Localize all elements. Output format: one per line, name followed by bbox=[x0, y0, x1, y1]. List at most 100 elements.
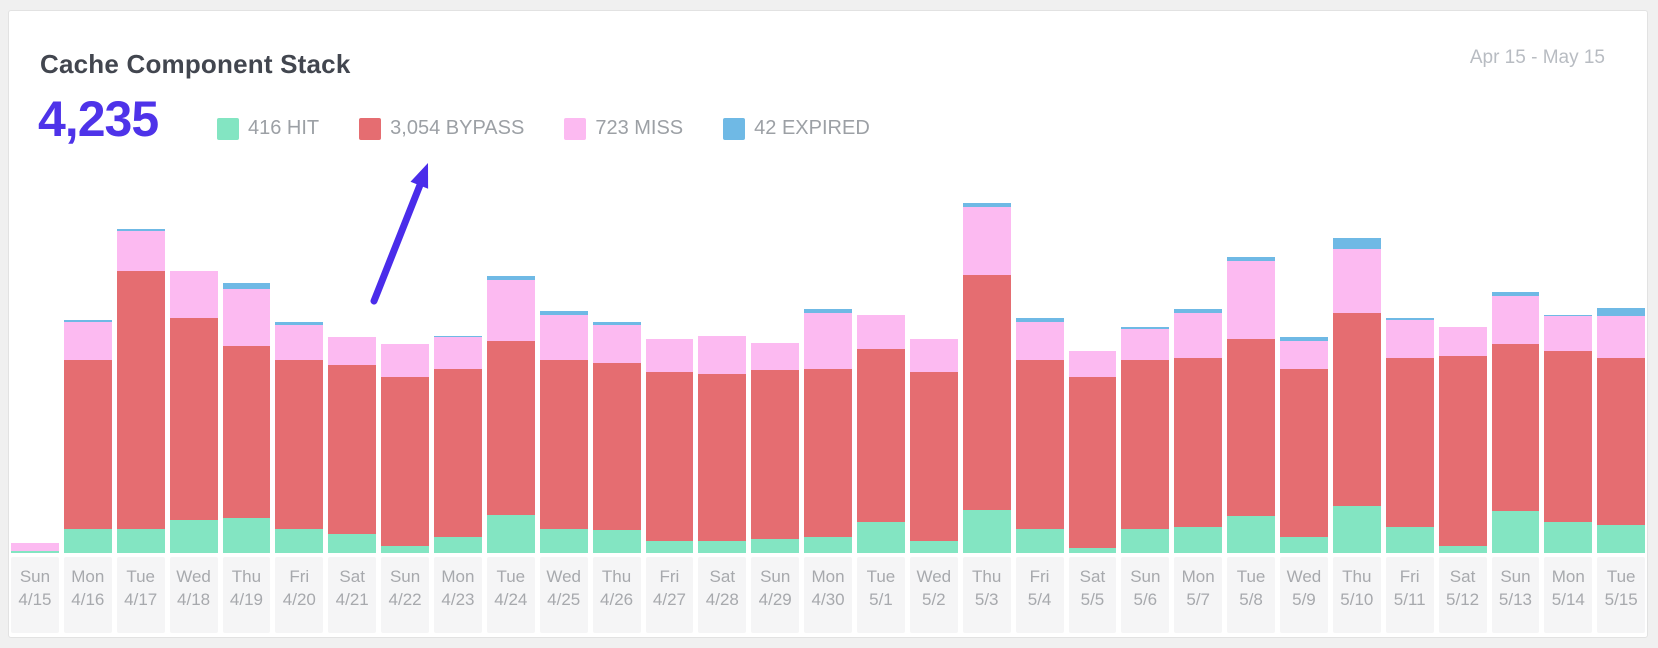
bar-segment-hit-5/11[interactable] bbox=[1385, 526, 1434, 553]
bar-segment-bypass-5/6[interactable] bbox=[1121, 359, 1170, 529]
bar-segment-bypass-5/12[interactable] bbox=[1438, 356, 1487, 547]
bar-segment-hit-5/2[interactable] bbox=[909, 540, 958, 553]
bar-segment-bypass-5/5[interactable] bbox=[1068, 377, 1117, 548]
bar-segment-hit-4/18[interactable] bbox=[169, 519, 218, 553]
bar-segment-hit-5/4[interactable] bbox=[1015, 528, 1064, 553]
bar-segment-expired-4/17[interactable] bbox=[116, 229, 165, 232]
bar-segment-expired-5/3[interactable] bbox=[962, 203, 1011, 207]
legend-item-bypass[interactable]: 3,054 BYPASS bbox=[359, 117, 524, 140]
bar-segment-hit-4/22[interactable] bbox=[381, 546, 429, 553]
bar-segment-bypass-4/20[interactable] bbox=[275, 359, 324, 529]
bar-segment-miss-5/4[interactable] bbox=[1015, 321, 1064, 360]
bar-segment-bypass-5/15[interactable] bbox=[1597, 358, 1646, 526]
bar-5/6[interactable] bbox=[1121, 326, 1170, 553]
bar-segment-miss-5/14[interactable] bbox=[1544, 316, 1593, 352]
bar-segment-expired-5/10[interactable] bbox=[1332, 238, 1381, 249]
bar-segment-miss-5/12[interactable] bbox=[1438, 326, 1487, 357]
bar-segment-expired-4/23[interactable] bbox=[434, 335, 482, 338]
bar-segment-miss-4/16[interactable] bbox=[63, 321, 112, 360]
bar-segment-hit-4/20[interactable] bbox=[275, 528, 324, 553]
bar-segment-hit-5/7[interactable] bbox=[1174, 526, 1223, 553]
bar-segment-expired-5/11[interactable] bbox=[1385, 318, 1434, 320]
bar-segment-bypass-4/19[interactable] bbox=[222, 345, 271, 519]
bar-segment-expired-5/13[interactable] bbox=[1491, 292, 1540, 296]
bar-segment-expired-4/26[interactable] bbox=[592, 321, 641, 326]
bar-segment-bypass-5/1[interactable] bbox=[857, 349, 905, 522]
bar-segment-miss-5/5[interactable] bbox=[1068, 351, 1117, 378]
bar-segment-bypass-4/30[interactable] bbox=[804, 368, 852, 538]
bar-5/3[interactable] bbox=[962, 203, 1011, 553]
bar-segment-hit-4/24[interactable] bbox=[486, 514, 535, 553]
bar-segment-expired-4/16[interactable] bbox=[63, 319, 112, 322]
bar-segment-bypass-5/4[interactable] bbox=[1015, 359, 1064, 529]
bar-5/9[interactable] bbox=[1280, 337, 1328, 553]
bar-5/11[interactable] bbox=[1385, 318, 1434, 553]
bar-5/14[interactable] bbox=[1544, 314, 1593, 553]
bar-segment-bypass-4/21[interactable] bbox=[328, 365, 377, 534]
bar-4/29[interactable] bbox=[751, 342, 800, 553]
bar-segment-miss-5/11[interactable] bbox=[1385, 319, 1434, 359]
bar-segment-bypass-4/17[interactable] bbox=[116, 271, 165, 529]
bar-segment-expired-5/6[interactable] bbox=[1121, 326, 1170, 329]
bar-segment-hit-5/10[interactable] bbox=[1332, 506, 1381, 553]
bar-4/21[interactable] bbox=[328, 337, 377, 553]
bar-5/1[interactable] bbox=[857, 314, 905, 553]
bar-segment-expired-5/8[interactable] bbox=[1227, 257, 1275, 261]
bar-segment-bypass-4/16[interactable] bbox=[63, 359, 112, 529]
bar-segment-miss-5/3[interactable] bbox=[962, 206, 1011, 275]
bar-segment-hit-4/17[interactable] bbox=[116, 528, 165, 553]
bar-segment-bypass-4/28[interactable] bbox=[698, 373, 747, 541]
bar-segment-miss-4/17[interactable] bbox=[116, 231, 165, 272]
bar-segment-hit-5/9[interactable] bbox=[1280, 537, 1328, 553]
bar-segment-miss-4/15[interactable] bbox=[11, 542, 59, 552]
bar-5/5[interactable] bbox=[1068, 351, 1117, 553]
bar-segment-expired-5/9[interactable] bbox=[1280, 337, 1328, 341]
bar-segment-expired-5/4[interactable] bbox=[1015, 318, 1064, 322]
bar-segment-miss-4/28[interactable] bbox=[698, 335, 747, 374]
bar-segment-miss-4/21[interactable] bbox=[328, 337, 377, 366]
bar-segment-hit-4/28[interactable] bbox=[698, 540, 747, 553]
bar-segment-miss-4/29[interactable] bbox=[751, 342, 800, 371]
bar-4/16[interactable] bbox=[63, 319, 112, 553]
bar-5/8[interactable] bbox=[1227, 257, 1275, 553]
bar-segment-hit-5/3[interactable] bbox=[962, 509, 1011, 553]
bar-segment-miss-5/6[interactable] bbox=[1121, 328, 1170, 360]
bar-4/18[interactable] bbox=[169, 271, 218, 553]
bar-segment-hit-4/23[interactable] bbox=[434, 537, 482, 553]
bar-segment-bypass-4/26[interactable] bbox=[592, 363, 641, 531]
bar-4/23[interactable] bbox=[434, 335, 482, 553]
bar-4/26[interactable] bbox=[592, 321, 641, 553]
bar-segment-miss-4/23[interactable] bbox=[434, 337, 482, 369]
bar-segment-hit-5/12[interactable] bbox=[1438, 546, 1487, 553]
bar-segment-miss-4/22[interactable] bbox=[381, 344, 429, 378]
bar-segment-miss-5/13[interactable] bbox=[1491, 295, 1540, 345]
bar-segment-expired-4/19[interactable] bbox=[222, 283, 271, 289]
legend-item-expired[interactable]: 42 EXPIRED bbox=[723, 117, 870, 140]
bar-5/13[interactable] bbox=[1491, 292, 1540, 553]
bar-segment-miss-5/9[interactable] bbox=[1280, 340, 1328, 369]
bar-4/19[interactable] bbox=[222, 283, 271, 553]
bar-5/2[interactable] bbox=[909, 339, 958, 553]
bar-segment-bypass-4/24[interactable] bbox=[486, 340, 535, 515]
bar-4/20[interactable] bbox=[275, 321, 324, 553]
bar-segment-hit-4/16[interactable] bbox=[63, 528, 112, 553]
bar-segment-hit-5/8[interactable] bbox=[1227, 516, 1275, 553]
bar-segment-hit-4/15[interactable] bbox=[11, 551, 59, 553]
bar-segment-hit-5/13[interactable] bbox=[1491, 511, 1540, 553]
bar-5/15[interactable] bbox=[1597, 307, 1646, 553]
legend-item-miss[interactable]: 723 MISS bbox=[564, 117, 683, 140]
bar-segment-bypass-4/25[interactable] bbox=[539, 359, 588, 529]
bar-5/7[interactable] bbox=[1174, 309, 1223, 553]
bar-segment-hit-4/29[interactable] bbox=[751, 539, 800, 553]
bar-segment-miss-5/8[interactable] bbox=[1227, 260, 1275, 339]
bar-4/25[interactable] bbox=[539, 311, 588, 553]
bar-segment-expired-4/20[interactable] bbox=[275, 321, 324, 326]
bar-segment-bypass-4/27[interactable] bbox=[645, 372, 694, 541]
bar-segment-expired-4/25[interactable] bbox=[539, 311, 588, 315]
legend-item-hit[interactable]: 416 HIT bbox=[217, 117, 319, 140]
bar-segment-bypass-5/9[interactable] bbox=[1280, 368, 1328, 538]
bar-segment-hit-4/27[interactable] bbox=[645, 540, 694, 553]
bar-segment-hit-4/26[interactable] bbox=[592, 530, 641, 553]
bar-segment-miss-4/24[interactable] bbox=[486, 279, 535, 341]
bar-5/12[interactable] bbox=[1438, 326, 1487, 553]
